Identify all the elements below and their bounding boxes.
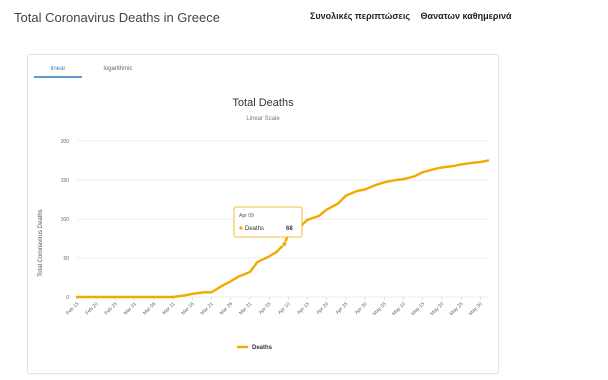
x-tick-label: Mar 11 xyxy=(161,301,176,316)
x-tick-label: Apr 10 xyxy=(277,301,292,316)
x-tick-label: May 10 xyxy=(391,301,407,317)
y-tick-label: 200 xyxy=(61,139,70,145)
x-tick-label: Apr 25 xyxy=(335,301,350,316)
tooltip-series: Deaths xyxy=(245,226,264,232)
chart-svg: Total Deaths Linear Scale Total Coronavi… xyxy=(38,97,490,351)
chart-card: linear logarithmic Total Deaths Linear S… xyxy=(27,54,499,374)
tab-logarithmic[interactable]: logarithmic xyxy=(103,66,133,72)
y-tick-label: 150 xyxy=(61,178,70,184)
y-tick-label: 100 xyxy=(61,217,70,223)
x-tick-label: May 15 xyxy=(410,301,426,317)
x-tick-label: Feb 15 xyxy=(65,301,80,316)
tooltip-marker xyxy=(239,226,243,230)
y-tick-label: 0 xyxy=(66,295,69,301)
x-tick-label: May 25 xyxy=(449,301,465,317)
series-deaths xyxy=(75,159,490,299)
header-links: Συνολικές περιπτώσεις Θανατων καθημερινά xyxy=(310,11,519,21)
x-tick-label: Mar 21 xyxy=(200,301,215,316)
x-tick-label: Apr 15 xyxy=(296,301,311,316)
tooltip: Apr 09 Deaths 68 xyxy=(233,206,303,238)
chart-title: Total Deaths xyxy=(232,97,294,109)
legend[interactable]: Deaths xyxy=(237,345,273,351)
x-tick-label: May 20 xyxy=(429,301,445,317)
x-tick-label: Mar 26 xyxy=(219,301,234,316)
y-tick-labels: 0 50 100 150 200 xyxy=(61,139,70,301)
y-axis-label: Total Coronavirus Deaths xyxy=(38,209,44,276)
chart-subtitle: Linear Scale xyxy=(246,116,280,122)
x-tick-label: Mar 01 xyxy=(123,301,138,316)
tab-linear[interactable]: linear xyxy=(34,63,82,78)
x-tick-label: May 05 xyxy=(372,301,388,317)
x-tick-label: Mar 06 xyxy=(142,301,157,316)
legend-label: Deaths xyxy=(252,345,273,351)
x-tick-label: Apr 30 xyxy=(354,301,369,316)
tooltip-value: 68 xyxy=(286,226,293,232)
x-tick-label: May 30 xyxy=(468,301,484,317)
x-tick-label: Feb 20 xyxy=(84,301,99,316)
x-tick-label: Mar 31 xyxy=(238,301,253,316)
x-tick-labels: Feb 15 Feb 20 Feb 25 Mar 01 Mar 06 Mar 11 Mar … xyxy=(65,297,484,317)
page-title: Total Coronavirus Deaths in Greece xyxy=(14,10,220,25)
daily-deaths-link[interactable]: Θανατων καθημερινά xyxy=(420,11,512,21)
y-tick-label: 50 xyxy=(63,256,69,262)
tooltip-date: Apr 09 xyxy=(239,213,254,219)
cases-link[interactable]: Συνολικές περιπτώσεις xyxy=(310,11,411,21)
x-tick-label: Apr 20 xyxy=(315,301,330,316)
data-point-highlight xyxy=(281,241,287,247)
x-tick-label: Apr 05 xyxy=(258,301,273,316)
tooltip-box xyxy=(233,206,303,238)
x-tick-label: Feb 25 xyxy=(104,301,119,316)
series-line xyxy=(75,159,490,299)
x-tick-label: Mar 16 xyxy=(180,301,195,316)
